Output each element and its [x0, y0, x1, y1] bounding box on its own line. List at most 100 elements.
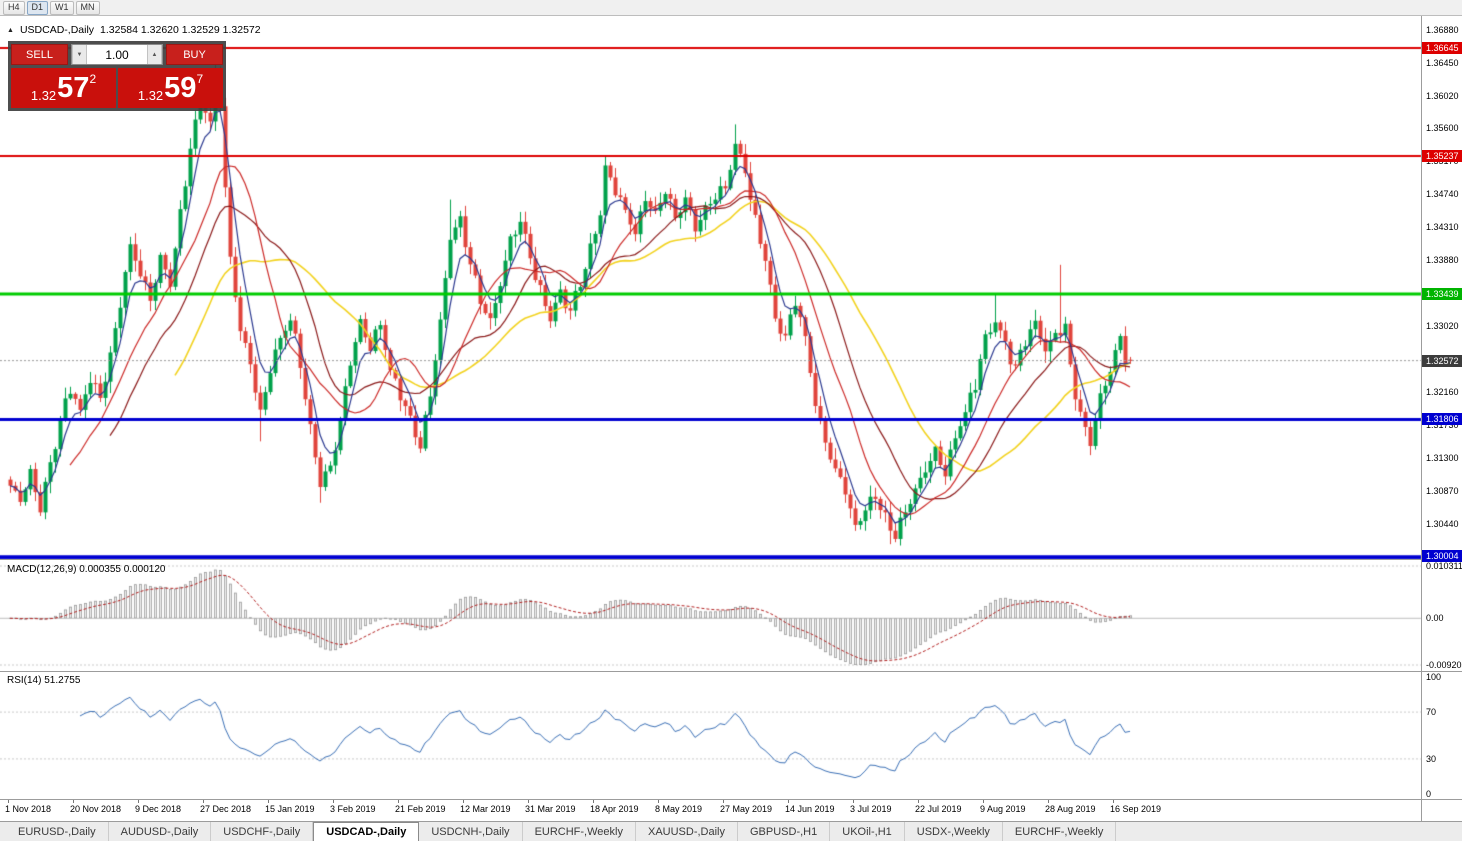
- buy-price-sup: 7: [196, 72, 204, 86]
- buy-price-prefix: 1.32: [137, 88, 164, 103]
- macd-axis-label: 0.00: [1426, 613, 1444, 624]
- price-tick-label: 1.36020: [1426, 90, 1459, 101]
- date-tick-mark: [853, 800, 854, 803]
- price-level-badge: 1.33439: [1422, 288, 1462, 301]
- chart-tab-usdx-weekly[interactable]: USDX-,Weekly: [905, 822, 1003, 841]
- date-tick-mark: [398, 800, 399, 803]
- chart-tab-bar: EURUSD-,Daily AUDUSD-,Daily USDCHF-,Daily U…: [0, 821, 1462, 841]
- date-label: 20 Nov 2018: [70, 804, 122, 814]
- buy-button[interactable]: BUY: [166, 44, 223, 65]
- price-level-badge: 1.32572: [1422, 354, 1462, 367]
- date-label: 14 Jun 2019: [785, 804, 835, 814]
- chart-tab-eurchf-weekly[interactable]: EURCHF-,Weekly: [1003, 822, 1117, 841]
- panel-separator: [0, 799, 1462, 800]
- price-tick-label: 1.34740: [1426, 189, 1459, 200]
- timeframe-toolbar: H4 D1 W1 MN: [0, 0, 1462, 16]
- buy-price-button[interactable]: 1.32 59 7: [118, 68, 223, 108]
- date-tick-mark: [463, 800, 464, 803]
- macd-indicator-label: MACD(12,26,9) 0.000355 0.000120: [7, 564, 166, 575]
- price-tick-label: 1.35600: [1426, 123, 1459, 134]
- date-tick-mark: [8, 800, 9, 803]
- chart-tab-eurchf-weekly[interactable]: EURCHF-,Weekly: [523, 822, 636, 841]
- sell-price-big: 57: [57, 71, 90, 104]
- date-label: 27 May 2019: [720, 804, 773, 814]
- timeframe-button-d1[interactable]: D1: [26, 0, 49, 15]
- price-tick-label: 1.33880: [1426, 255, 1459, 266]
- chart-tab-xauusd-daily[interactable]: XAUUSD-,Daily: [636, 822, 738, 841]
- date-label: 15 Jan 2019: [265, 804, 315, 814]
- date-tick-mark: [788, 800, 789, 803]
- date-label: 1 Nov 2018: [5, 804, 52, 814]
- chart-tab-gbpusd-h1[interactable]: GBPUSD-,H1: [738, 822, 831, 841]
- volume-input[interactable]: 1.00: [105, 47, 129, 62]
- volume-spinner: ▼ 1.00 ▲: [71, 44, 163, 65]
- rsi-axis-label: 70: [1426, 707, 1437, 718]
- date-tick-mark: [73, 800, 74, 803]
- date-label: 27 Dec 2018: [200, 804, 252, 814]
- panel-separator[interactable]: [0, 671, 1462, 672]
- chart-tab-eurusd-daily[interactable]: EURUSD-,Daily: [6, 822, 109, 841]
- price-tick-label: 1.36450: [1426, 57, 1459, 68]
- rsi-indicator-label: RSI(14) 51.2755: [7, 675, 81, 686]
- date-tick-mark: [983, 800, 984, 803]
- date-label: 9 Aug 2019: [980, 804, 1026, 814]
- timeframe-button-w1[interactable]: W1: [50, 0, 74, 15]
- timeframe-button-mn[interactable]: MN: [75, 0, 100, 15]
- date-label: 9 Dec 2018: [135, 804, 182, 814]
- price-tick-label: 1.33020: [1426, 321, 1459, 332]
- macd-axis-label: -0.009203: [1426, 660, 1462, 670]
- price-level-badge: 1.35237: [1422, 150, 1462, 163]
- chart-ohlc-values: 1.32584 1.32620 1.32529 1.32572: [100, 24, 261, 36]
- date-label: 31 Mar 2019: [525, 804, 576, 814]
- macd-axis-label: 0.010311: [1426, 561, 1462, 571]
- date-label: 18 Apr 2019: [590, 804, 639, 814]
- sell-price-sup: 2: [89, 72, 97, 86]
- date-label: 22 Jul 2019: [915, 804, 962, 814]
- chart-tab-audusd-daily[interactable]: AUDUSD-,Daily: [109, 822, 212, 841]
- date-tick-mark: [918, 800, 919, 803]
- volume-up-icon[interactable]: ▲: [147, 45, 162, 64]
- chart-tab-ukoil-h1[interactable]: UKOil-,H1: [830, 822, 905, 841]
- volume-down-icon[interactable]: ▼: [72, 45, 87, 64]
- rsi-axis-label: 100: [1426, 672, 1442, 682]
- chart-symbol-label: USDCAD-,Daily: [19, 24, 95, 36]
- date-label: 28 Aug 2019: [1045, 804, 1096, 814]
- date-tick-mark: [268, 800, 269, 803]
- date-tick-mark: [723, 800, 724, 803]
- price-level-badge: 1.36645: [1422, 42, 1462, 55]
- date-label: 8 May 2019: [655, 804, 703, 814]
- sell-price-button[interactable]: 1.32 57 2: [11, 68, 116, 108]
- collapse-trade-panel-icon[interactable]: ▲: [7, 26, 14, 34]
- price-level-badge: 1.30004: [1422, 550, 1462, 562]
- date-label: 16 Sep 2019: [1110, 804, 1162, 814]
- one-click-trading-panel: SELL ▼ 1.00 ▲ BUY 1.32 57 2 1.32 59 7: [8, 41, 226, 111]
- panel-separator[interactable]: [0, 559, 1462, 560]
- rsi-axis-label: 30: [1426, 753, 1437, 764]
- price-tick-label: 1.30870: [1426, 486, 1459, 497]
- date-tick-mark: [1048, 800, 1049, 803]
- price-tick-label: 1.30440: [1426, 519, 1459, 530]
- date-label: 3 Feb 2019: [330, 804, 376, 814]
- price-tick-label: 1.36880: [1426, 25, 1459, 35]
- chart-tab-usdcad-daily[interactable]: USDCAD-,Daily: [313, 822, 420, 841]
- price-axis-separator: [1421, 16, 1422, 821]
- chart-title: ▲ USDCAD-,Daily 1.32584 1.32620 1.32529 …: [7, 24, 261, 36]
- timeframe-button-h4[interactable]: H4: [3, 0, 25, 15]
- chart-tab-usdcnh-daily[interactable]: USDCNH-,Daily: [419, 822, 523, 841]
- sell-button[interactable]: SELL: [11, 44, 68, 65]
- date-tick-mark: [528, 800, 529, 803]
- price-tick-label: 1.32160: [1426, 387, 1459, 398]
- price-tick-label: 1.31300: [1426, 453, 1459, 464]
- sell-price-prefix: 1.32: [30, 88, 57, 103]
- date-tick-mark: [203, 800, 204, 803]
- date-tick-mark: [138, 800, 139, 803]
- date-tick-mark: [333, 800, 334, 803]
- price-tick-label: 1.34310: [1426, 222, 1459, 233]
- chart-tab-usdchf-daily[interactable]: USDCHF-,Daily: [211, 822, 314, 841]
- price-level-badge: 1.31806: [1422, 413, 1462, 426]
- date-label: 12 Mar 2019: [460, 804, 511, 814]
- time-axis: 1 Nov 2018 20 Nov 2018 9 Dec 2018 27 Dec 20…: [0, 800, 1421, 821]
- date-tick-mark: [1113, 800, 1114, 803]
- buy-price-big: 59: [164, 71, 197, 104]
